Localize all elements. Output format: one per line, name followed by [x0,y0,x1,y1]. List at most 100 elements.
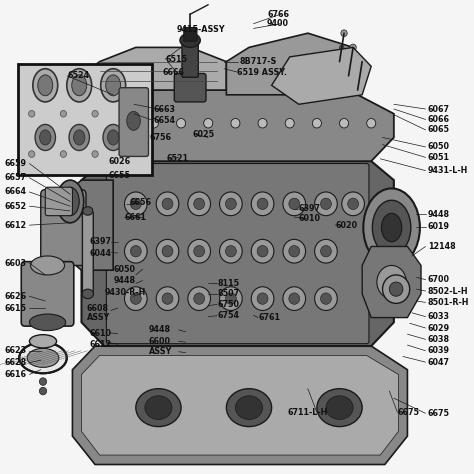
Circle shape [194,198,205,210]
Circle shape [257,293,268,304]
Text: 6661: 6661 [125,213,146,221]
Circle shape [257,198,268,210]
Ellipse shape [108,130,119,145]
Text: 6066: 6066 [428,115,450,124]
Circle shape [162,198,173,210]
Circle shape [342,192,365,216]
Polygon shape [82,47,227,90]
Text: 6397: 6397 [90,237,112,246]
Text: 9415-ASSY: 9415-ASSY [176,25,225,34]
Text: 9431-L-H: 9431-L-H [428,166,468,175]
Text: 6628: 6628 [5,358,27,367]
Text: 6050: 6050 [428,143,450,151]
Circle shape [39,387,46,395]
Text: 6029: 6029 [428,324,450,332]
Circle shape [188,287,210,310]
Text: 6656: 6656 [129,199,151,207]
Text: 6756: 6756 [149,133,172,142]
Ellipse shape [373,200,411,255]
Circle shape [320,198,331,210]
Circle shape [320,246,331,257]
Text: 8507: 8507 [217,290,239,298]
Ellipse shape [227,389,272,427]
Text: 8501-R-H: 8501-R-H [428,298,469,307]
Text: 6659: 6659 [5,159,27,168]
Circle shape [156,287,179,310]
Polygon shape [59,180,113,270]
Text: 9400: 9400 [267,19,289,28]
Text: 6524: 6524 [67,72,89,80]
Ellipse shape [40,130,51,145]
Circle shape [156,239,179,263]
Text: 6711-L-H: 6711-L-H [287,408,328,417]
Ellipse shape [73,130,85,145]
Circle shape [358,73,362,78]
Circle shape [188,239,210,263]
Text: 6515: 6515 [165,55,187,64]
FancyBboxPatch shape [174,73,206,102]
Ellipse shape [180,33,201,47]
Ellipse shape [317,389,362,427]
Circle shape [125,192,147,216]
Ellipse shape [29,335,56,348]
FancyBboxPatch shape [182,41,198,77]
Text: 9430-R-H: 9430-R-H [105,289,146,297]
Ellipse shape [103,125,123,151]
Circle shape [194,246,205,257]
FancyBboxPatch shape [41,190,86,265]
Text: 6397: 6397 [299,204,321,213]
Text: 6065: 6065 [428,126,450,134]
Circle shape [92,151,98,157]
Ellipse shape [69,125,90,151]
Circle shape [350,44,356,51]
Ellipse shape [29,314,65,331]
Text: 6754: 6754 [217,311,239,320]
Circle shape [28,151,35,157]
Circle shape [367,118,376,128]
Circle shape [162,246,173,257]
Circle shape [130,293,141,304]
Circle shape [219,192,242,216]
Text: 6766: 6766 [267,10,289,18]
Circle shape [92,110,98,117]
Text: 6616: 6616 [5,370,27,379]
Text: 6654: 6654 [153,116,175,125]
Circle shape [315,287,337,310]
Text: 6519 ASSY.: 6519 ASSY. [237,68,287,76]
Circle shape [257,246,268,257]
Text: 6050: 6050 [113,265,135,273]
Circle shape [339,45,344,50]
Text: 6047: 6047 [428,358,450,366]
Circle shape [226,246,237,257]
Ellipse shape [82,289,93,299]
Text: 6675: 6675 [398,408,419,417]
Ellipse shape [383,275,410,303]
Circle shape [130,246,141,257]
Text: 6663: 6663 [153,106,175,114]
Circle shape [156,192,179,216]
Circle shape [176,118,186,128]
Ellipse shape [33,69,58,102]
Text: 6010: 6010 [299,215,321,223]
Circle shape [289,293,300,304]
Circle shape [188,192,210,216]
Circle shape [219,239,242,263]
Text: 8115: 8115 [217,279,239,288]
Circle shape [283,192,306,216]
Ellipse shape [19,342,67,374]
Text: 6626: 6626 [5,292,27,301]
Circle shape [258,118,267,128]
Text: 6026: 6026 [109,157,131,165]
Text: 6610: 6610 [90,329,112,338]
Polygon shape [82,90,394,161]
Text: 6655: 6655 [109,171,131,180]
Text: 6019: 6019 [428,222,450,231]
Text: 6603: 6603 [5,259,27,267]
Ellipse shape [389,282,403,296]
Text: 6038: 6038 [428,335,450,344]
Circle shape [320,293,331,304]
Circle shape [60,151,66,157]
Text: 6020: 6020 [335,221,357,229]
Ellipse shape [61,187,79,216]
Text: 8B717-S: 8B717-S [240,57,277,66]
